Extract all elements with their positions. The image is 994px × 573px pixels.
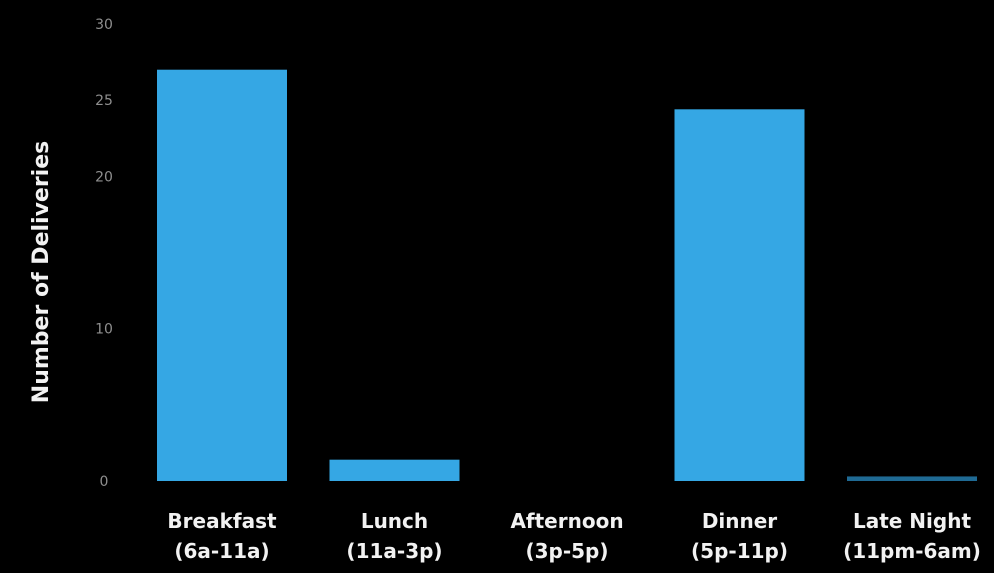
bar (329, 459, 460, 481)
category-label: Lunch (361, 509, 428, 533)
y-axis-label: Number of Deliveries (29, 141, 54, 403)
category-label: Afternoon (510, 509, 623, 533)
category-label: (11pm-6am) (843, 539, 981, 563)
category-label: Late Night (853, 509, 971, 533)
bar (674, 109, 805, 481)
category-label: (3p-5p) (525, 539, 608, 563)
category-label: Breakfast (167, 509, 277, 533)
category-label: (6a-11a) (174, 539, 269, 563)
y-tick-label: 0 (100, 474, 109, 490)
category-label: (11a-3p) (346, 539, 442, 563)
category-labels: Breakfast (6a-11a) Lunch (11a-3p) Afternoon (… (167, 509, 980, 563)
bars (157, 69, 977, 481)
category-label: (5p-11p) (691, 539, 788, 563)
bar (157, 69, 287, 481)
y-axis-ticks: 0 10 20 25 30 (95, 17, 113, 490)
bar (847, 476, 977, 481)
y-tick-label: 30 (95, 17, 113, 33)
y-tick-label: 25 (95, 93, 113, 109)
category-label: Dinner (702, 509, 777, 533)
y-tick-label: 10 (95, 322, 113, 338)
y-tick-label: 20 (95, 169, 113, 185)
